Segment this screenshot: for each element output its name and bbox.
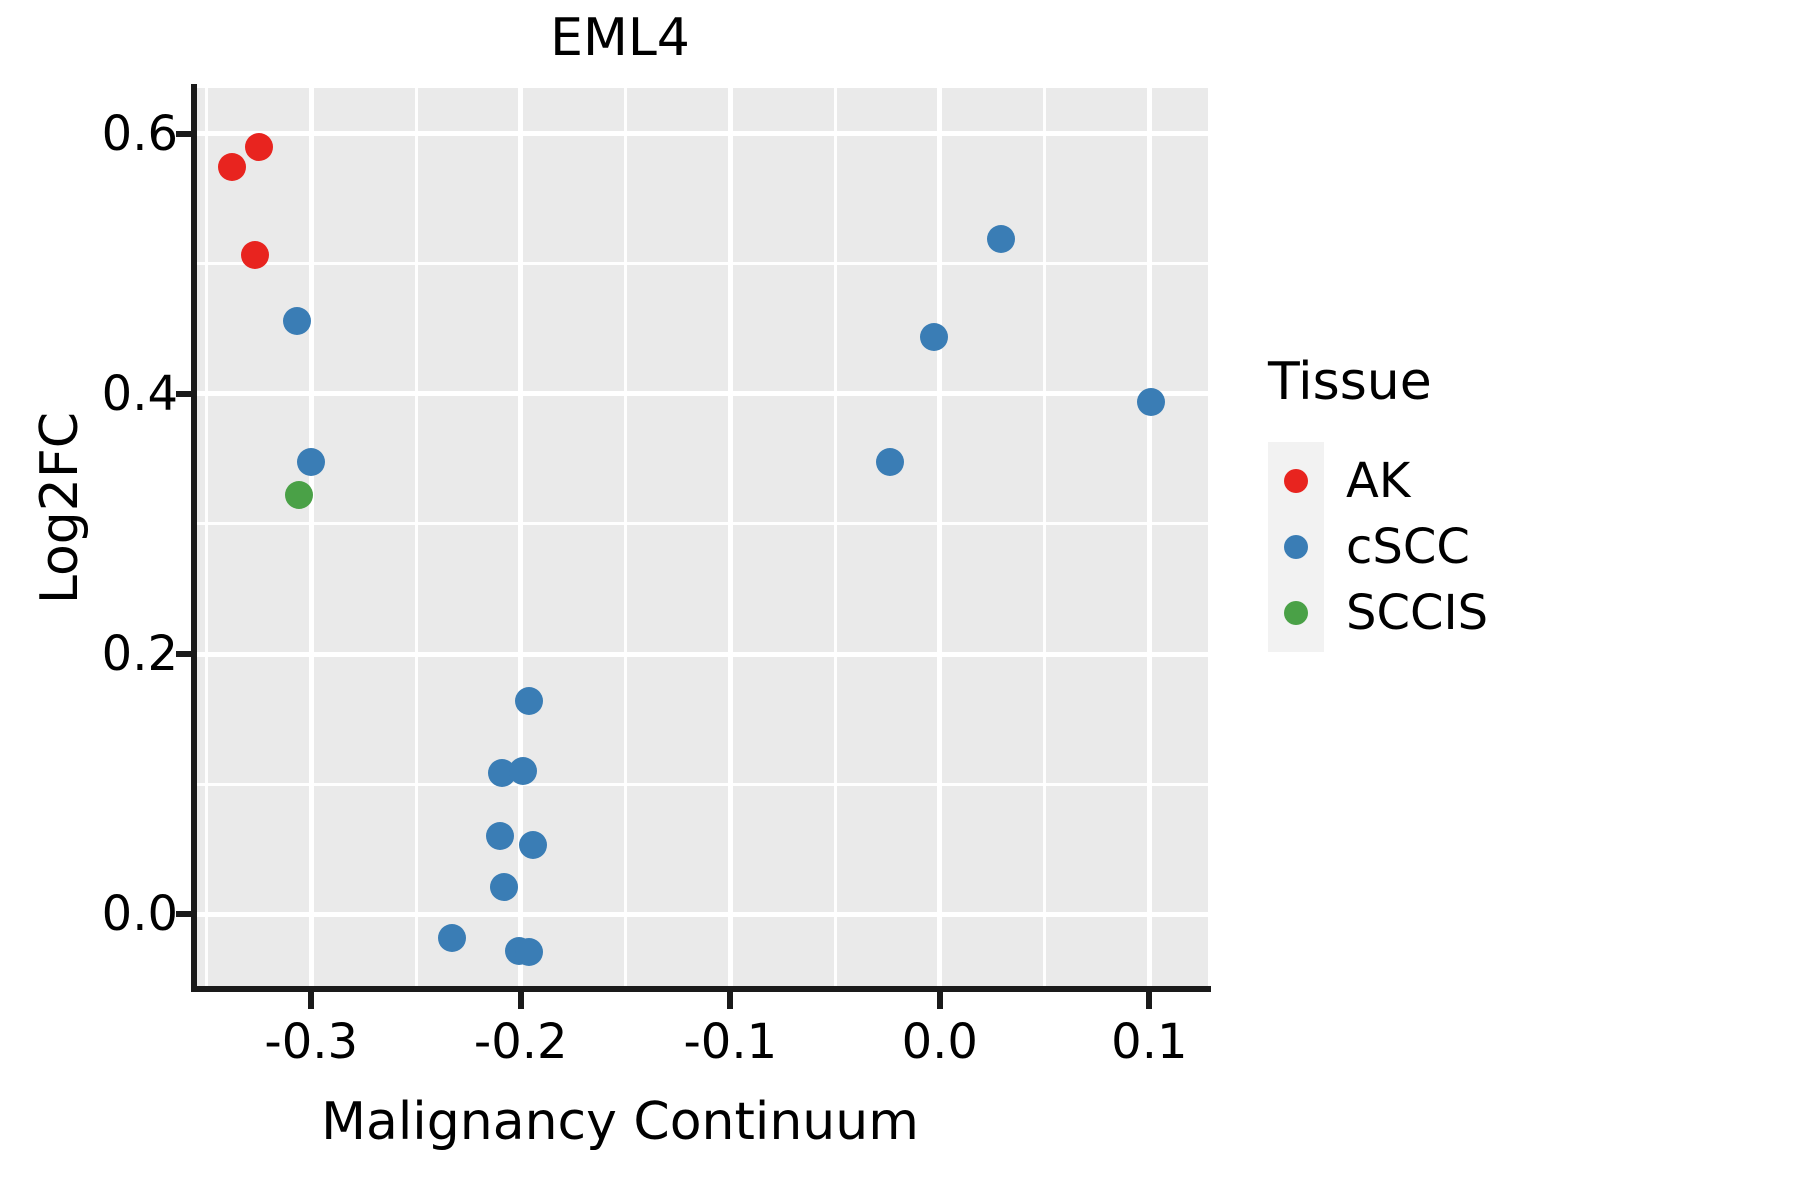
gridline [196, 911, 1208, 917]
gridline [727, 88, 733, 986]
y-axis-line [191, 84, 197, 990]
gridline [1043, 88, 1047, 986]
legend-label-ak: AK [1346, 453, 1411, 509]
legend-swatch-column [1268, 442, 1324, 652]
gridline [518, 88, 524, 986]
x-axis-tick [727, 992, 734, 1009]
y-axis-tick-label: 0.0 [101, 886, 178, 943]
legend-dot-icon [1284, 469, 1308, 493]
x-axis-tick [936, 992, 943, 1009]
legend-key-sccis[interactable] [1268, 580, 1324, 646]
y-axis-tick-label: 0.4 [101, 365, 178, 422]
gridline [414, 88, 418, 986]
legend-label-sccis: SCCIS [1346, 585, 1489, 641]
y-axis-tick [176, 911, 192, 918]
x-axis-tick [308, 992, 315, 1009]
data-point [519, 831, 548, 860]
gridline [308, 88, 314, 986]
x-axis-tick-label: 0.1 [1111, 1014, 1188, 1070]
data-point [1137, 387, 1166, 416]
gridline [196, 522, 1208, 526]
plot-panel [196, 88, 1208, 986]
data-point [217, 153, 246, 182]
gridline [196, 782, 1208, 786]
gridline [1146, 88, 1152, 986]
data-point [297, 447, 326, 476]
data-point [986, 224, 1015, 253]
page-title: EML4 [550, 8, 690, 68]
data-point [244, 132, 273, 161]
data-point [515, 686, 544, 715]
x-axis-tick-label: 0.0 [901, 1014, 978, 1070]
x-axis-tick [1146, 992, 1153, 1009]
data-point [282, 306, 311, 335]
y-axis-title: Log2FC [30, 411, 90, 605]
x-axis-tick-label: -0.1 [683, 1014, 778, 1070]
x-axis-title: Malignancy Continuum [321, 1092, 919, 1152]
data-point [490, 873, 518, 902]
y-axis-tick [176, 130, 192, 137]
data-point [919, 322, 948, 351]
data-point [437, 923, 466, 952]
data-point [485, 822, 514, 851]
data-point [240, 240, 269, 269]
gridline [937, 88, 943, 986]
legend-dot-icon [1284, 535, 1308, 559]
x-axis-tick-label: -0.2 [473, 1014, 568, 1070]
gridline [196, 651, 1208, 657]
data-point [875, 447, 904, 476]
y-axis-tick-label: 0.6 [101, 105, 178, 162]
legend: Tissue AK cSCC SCCIS [1268, 352, 1668, 652]
gridline [624, 88, 628, 986]
data-point [508, 757, 537, 786]
legend-key-ak[interactable] [1268, 448, 1324, 514]
data-point [284, 481, 313, 510]
legend-label-column: AK cSCC SCCIS [1346, 442, 1488, 652]
gridline [833, 88, 837, 986]
legend-keys: AK cSCC SCCIS [1268, 442, 1668, 652]
legend-title: Tissue [1268, 352, 1432, 412]
gridline [196, 131, 1208, 137]
y-axis-tick-label: 0.2 [101, 626, 178, 683]
data-point [515, 938, 544, 967]
legend-key-cscc[interactable] [1268, 514, 1324, 580]
gridline [196, 262, 1208, 266]
y-axis-tick [176, 390, 192, 397]
x-axis-tick [517, 992, 524, 1009]
gridline [204, 88, 208, 986]
y-axis-tick [176, 651, 192, 658]
legend-dot-icon [1284, 601, 1308, 625]
legend-label-cscc: cSCC [1346, 519, 1470, 575]
gridline [196, 391, 1208, 397]
x-axis-tick-label: -0.3 [264, 1014, 359, 1070]
x-axis-line [191, 986, 1211, 992]
